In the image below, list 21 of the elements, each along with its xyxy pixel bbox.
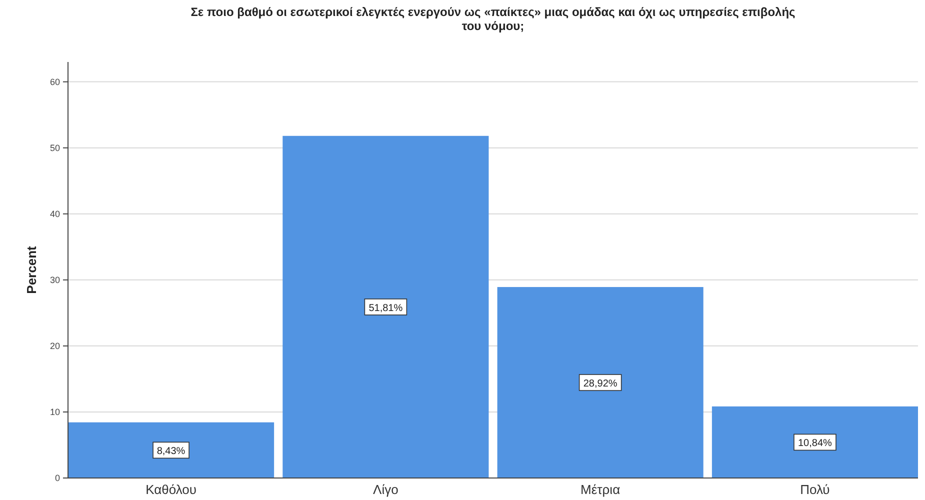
x-tick-label: Λίγο	[373, 482, 398, 497]
x-tick-label: Καθόλου	[146, 482, 196, 497]
data-label: 8,43%	[156, 446, 186, 458]
y-tick-label: 50	[50, 142, 60, 153]
y-tick-label: 40	[50, 208, 60, 219]
data-label: 28,92%	[583, 378, 618, 390]
bar	[497, 287, 704, 478]
data-label: 51,81%	[368, 302, 403, 314]
bar	[68, 422, 274, 478]
y-tick-label: 30	[50, 274, 60, 285]
y-tick-label: 10	[50, 406, 60, 417]
y-tick-label: 60	[50, 76, 60, 87]
y-axis-title: Percent	[24, 245, 39, 294]
data-label: 10,84%	[798, 438, 832, 450]
x-tick-label: Μέτρια	[580, 482, 621, 497]
y-tick-label: 0	[54, 473, 60, 483]
bar	[282, 136, 489, 478]
y-tick-label: 20	[50, 340, 60, 351]
bar	[712, 406, 918, 478]
x-tick-label: Πολύ	[800, 482, 830, 497]
chart-title: Σε ποιο βαθμό οι εσωτερικοί ελεγκτές ενεργούν ως «παίκτες» μιας ομάδας και όχι ως υπηρεσίες επιβολής του νόμου;	[190, 5, 796, 33]
